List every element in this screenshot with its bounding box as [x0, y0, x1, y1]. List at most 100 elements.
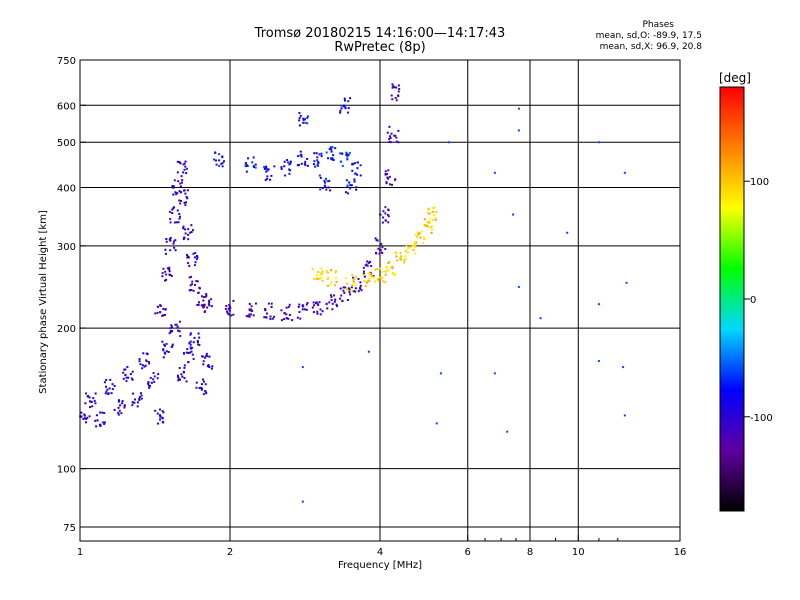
data-point: [344, 106, 347, 109]
data-point: [386, 173, 389, 176]
data-point: [623, 414, 626, 417]
data-point: [183, 201, 186, 204]
data-point: [389, 135, 392, 138]
data-point: [320, 267, 323, 270]
data-point: [163, 344, 166, 347]
data-point: [109, 378, 112, 381]
x-axis-label: Frequency [MHz]: [338, 560, 422, 571]
data-point: [385, 181, 388, 184]
data-point: [304, 121, 307, 124]
data-point: [206, 355, 209, 358]
data-point: [325, 302, 328, 305]
data-point: [84, 421, 87, 424]
data-point: [187, 228, 190, 231]
x-tick-label: 2: [227, 547, 233, 558]
data-point: [318, 301, 321, 304]
data-point: [252, 156, 255, 159]
data-point: [182, 171, 185, 174]
y-tick-label: 75: [63, 523, 76, 534]
data-point: [395, 136, 398, 139]
data-point: [328, 148, 331, 151]
data-point: [423, 238, 426, 241]
data-point: [187, 233, 190, 236]
data-point: [389, 141, 392, 144]
data-point: [283, 311, 286, 314]
data-point: [206, 306, 209, 309]
data-point: [220, 162, 223, 165]
data-point: [187, 255, 190, 258]
data-point: [245, 170, 248, 173]
data-point: [285, 313, 288, 316]
data-point: [311, 306, 314, 309]
data-point: [222, 160, 225, 163]
data-point: [298, 124, 301, 127]
data-point: [189, 340, 192, 343]
data-point: [204, 390, 207, 393]
data-point: [123, 406, 126, 409]
data-point: [384, 173, 387, 176]
data-point: [306, 301, 309, 304]
data-point: [432, 214, 435, 217]
data-point: [376, 239, 379, 242]
data-point: [380, 242, 383, 245]
data-point: [330, 281, 333, 284]
data-point: [398, 87, 401, 90]
data-point: [248, 309, 251, 312]
data-point: [144, 364, 147, 367]
data-point: [168, 268, 171, 271]
data-point: [625, 281, 628, 284]
data-point: [162, 348, 165, 351]
data-point: [342, 289, 345, 292]
data-point: [330, 158, 333, 161]
data-point: [117, 400, 120, 403]
data-point: [263, 165, 266, 168]
phase-stats-header: Phases: [642, 20, 674, 30]
data-point: [187, 361, 190, 364]
data-point: [248, 315, 251, 318]
data-point: [182, 238, 185, 241]
data-point: [136, 405, 139, 408]
data-point: [85, 392, 88, 395]
data-point: [367, 350, 370, 353]
data-point: [387, 261, 390, 264]
data-point: [196, 256, 199, 259]
data-point: [194, 283, 197, 286]
data-point: [174, 323, 177, 326]
data-point: [335, 270, 338, 273]
data-point: [344, 277, 347, 280]
data-point: [439, 372, 442, 375]
data-point: [142, 352, 145, 355]
data-point: [347, 107, 350, 110]
data-point: [367, 272, 370, 275]
data-point: [347, 100, 350, 103]
data-point: [111, 383, 114, 386]
data-point: [330, 150, 333, 153]
data-point: [414, 243, 417, 246]
data-point: [184, 232, 187, 235]
data-point: [103, 422, 106, 425]
data-point: [152, 372, 155, 375]
data-point: [176, 192, 179, 195]
data-point: [169, 329, 172, 332]
data-point: [138, 358, 141, 361]
data-point: [324, 177, 327, 180]
data-point: [157, 373, 160, 376]
data-point: [176, 209, 179, 212]
data-point: [162, 267, 165, 270]
data-point: [248, 313, 251, 316]
data-point: [404, 250, 407, 253]
data-point: [269, 178, 272, 181]
data-point: [313, 160, 316, 163]
data-point: [185, 195, 188, 198]
data-point: [218, 153, 221, 156]
data-point: [313, 152, 316, 155]
data-point: [165, 238, 168, 241]
data-point: [372, 275, 375, 278]
data-point: [319, 313, 322, 316]
data-point: [122, 377, 125, 380]
data-point: [187, 238, 190, 241]
colorbar-tick-label: -100: [750, 413, 773, 424]
data-point: [177, 180, 180, 183]
data-point: [177, 377, 180, 380]
data-point: [336, 305, 339, 308]
